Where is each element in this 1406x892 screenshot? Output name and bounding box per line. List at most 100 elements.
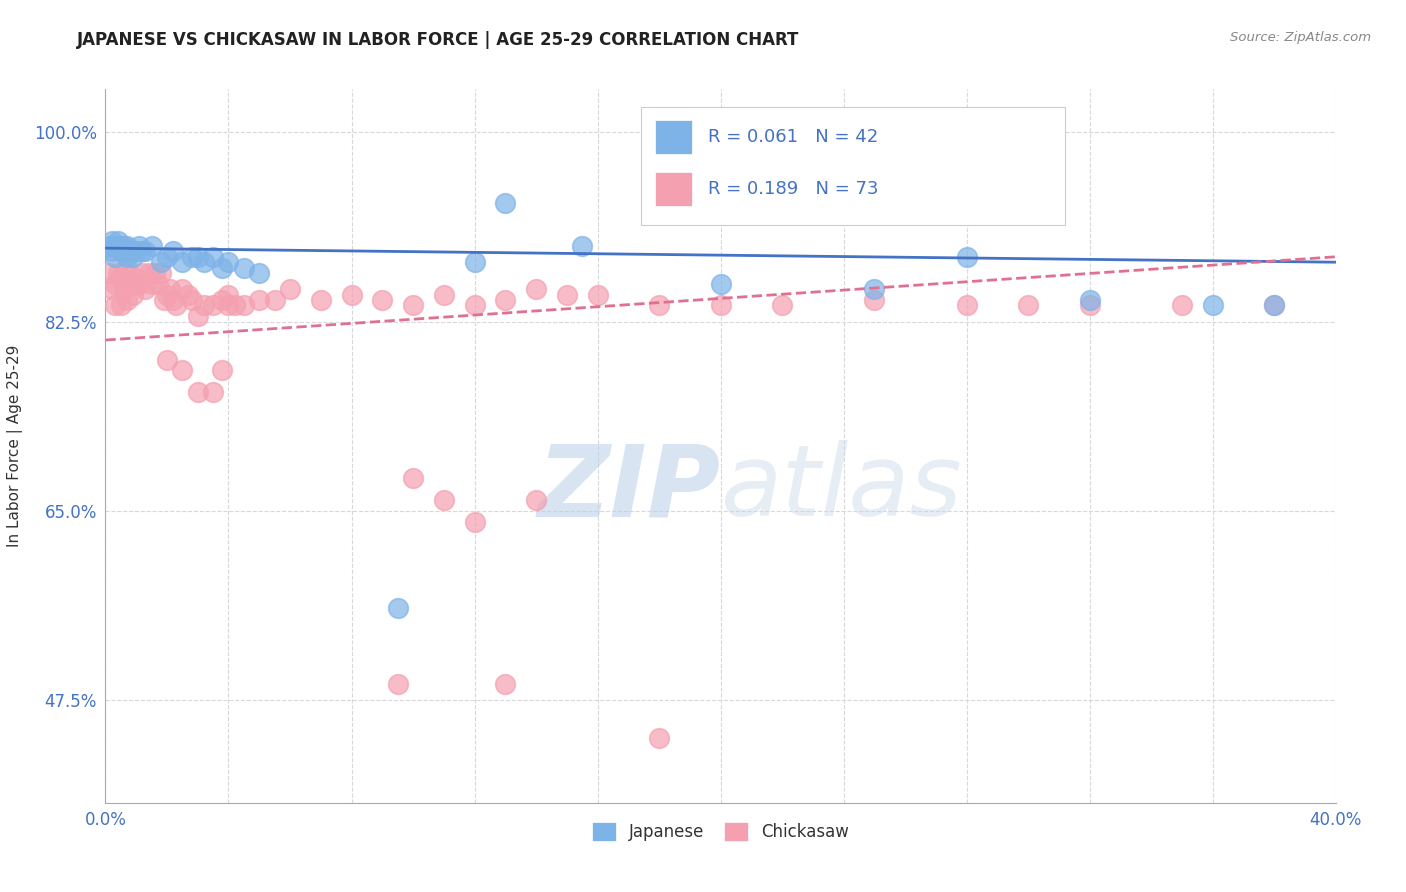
Legend: Japanese, Chickasaw: Japanese, Chickasaw (586, 815, 855, 848)
Point (177, 287, 200, 301)
Point (115, 260, 138, 275)
Point (107, 234, 129, 248)
Point (112, 266, 135, 280)
Point (202, 250, 225, 264)
Point (1078, 293, 1101, 307)
Point (134, 244, 156, 259)
Point (232, 260, 254, 275)
Point (156, 287, 179, 301)
Point (100, 234, 122, 248)
Point (402, 471, 425, 485)
Point (104, 298, 127, 312)
Point (218, 298, 240, 312)
Point (128, 277, 150, 291)
Point (863, 282, 886, 296)
Point (340, 287, 363, 301)
Point (104, 277, 127, 291)
Point (524, 282, 547, 296)
Point (571, 239, 593, 253)
Point (110, 239, 132, 253)
Point (97, 266, 120, 280)
Point (122, 250, 145, 264)
Point (247, 293, 270, 307)
Point (107, 239, 129, 253)
Point (100, 282, 122, 296)
Point (165, 298, 187, 312)
Point (110, 298, 132, 312)
Point (153, 293, 176, 307)
Point (149, 255, 172, 269)
Point (1263, 298, 1285, 312)
Point (863, 293, 886, 307)
Point (143, 266, 166, 280)
Point (224, 298, 246, 312)
Text: Source: ZipAtlas.com: Source: ZipAtlas.com (1230, 31, 1371, 45)
Point (218, 255, 240, 269)
Point (211, 363, 233, 377)
Point (97, 239, 120, 253)
Point (464, 298, 486, 312)
Point (193, 298, 215, 312)
Point (1017, 298, 1039, 312)
Point (586, 287, 609, 301)
FancyBboxPatch shape (655, 120, 692, 154)
Point (402, 298, 425, 312)
Point (115, 239, 138, 253)
Point (211, 293, 233, 307)
Point (247, 266, 270, 280)
Point (115, 293, 138, 307)
Point (162, 293, 184, 307)
Point (120, 277, 141, 291)
Point (387, 601, 409, 615)
Point (494, 293, 516, 307)
Point (387, 677, 409, 691)
Point (134, 282, 156, 296)
Point (1263, 298, 1285, 312)
Text: R = 0.189   N = 73: R = 0.189 N = 73 (709, 180, 879, 198)
Point (107, 266, 129, 280)
Point (149, 266, 172, 280)
Point (125, 271, 148, 285)
Point (648, 731, 671, 745)
Point (211, 260, 233, 275)
Point (110, 244, 132, 259)
Point (162, 244, 184, 259)
Point (1201, 298, 1223, 312)
Point (125, 277, 148, 291)
Point (648, 298, 671, 312)
Text: ZIP: ZIP (537, 441, 721, 537)
Point (371, 293, 394, 307)
Point (193, 255, 215, 269)
Point (202, 384, 225, 399)
Point (112, 239, 135, 253)
Point (187, 250, 209, 264)
Point (1171, 298, 1194, 312)
Point (156, 352, 179, 367)
Point (956, 298, 979, 312)
Point (180, 293, 202, 307)
Point (112, 244, 135, 259)
Point (1078, 298, 1101, 312)
Point (710, 298, 733, 312)
Point (131, 266, 153, 280)
Point (464, 515, 486, 529)
Point (464, 255, 486, 269)
Point (180, 250, 202, 264)
Point (115, 250, 138, 264)
Point (956, 250, 979, 264)
Point (156, 250, 179, 264)
Point (770, 298, 793, 312)
Point (172, 363, 194, 377)
Point (128, 239, 150, 253)
Text: atlas: atlas (721, 441, 962, 537)
Point (112, 282, 135, 296)
Point (187, 310, 209, 324)
Text: JAPANESE VS CHICKASAW IN LABOR FORCE | AGE 25-29 CORRELATION CHART: JAPANESE VS CHICKASAW IN LABOR FORCE | A… (77, 31, 800, 49)
FancyBboxPatch shape (641, 107, 1066, 225)
Point (110, 271, 132, 285)
Point (494, 677, 516, 691)
Point (159, 282, 181, 296)
Point (232, 298, 254, 312)
Point (433, 493, 456, 508)
Point (146, 277, 169, 291)
